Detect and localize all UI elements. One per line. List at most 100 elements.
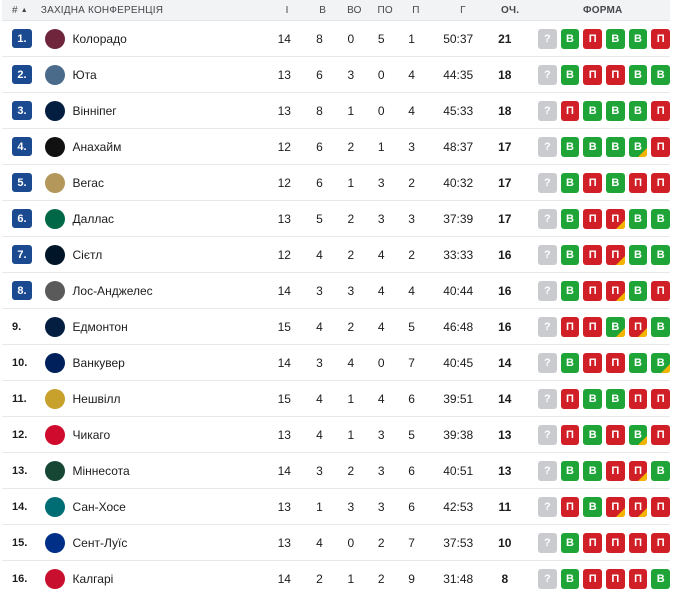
win-result-badge[interactable]: В bbox=[651, 64, 671, 85]
loss-result-badge[interactable]: П bbox=[606, 64, 625, 85]
loss-result-badge[interactable]: П bbox=[606, 208, 625, 229]
loss-result-badge[interactable]: П bbox=[606, 280, 625, 301]
win-result-badge[interactable]: В bbox=[628, 208, 648, 229]
win-result-badge[interactable]: В bbox=[628, 352, 648, 373]
win-result-badge[interactable]: В bbox=[628, 244, 648, 265]
team-name-link[interactable]: Міннесота bbox=[72, 463, 130, 478]
upcoming-match-badge[interactable]: ? bbox=[538, 100, 557, 121]
loss-result-badge[interactable]: П bbox=[583, 244, 603, 265]
team-name-link[interactable]: Лос-Анджелес bbox=[72, 283, 153, 298]
win-result-badge[interactable]: В bbox=[606, 172, 625, 193]
win-result-badge[interactable]: В bbox=[560, 352, 580, 373]
upcoming-match-badge[interactable]: ? bbox=[538, 460, 557, 481]
team-name-link[interactable]: Сан-Хосе bbox=[72, 499, 126, 514]
win-result-badge[interactable]: В bbox=[606, 28, 625, 49]
table-row[interactable]: 5. Вегас 12 6 1 3 2 40:32 17? В П В П П bbox=[2, 165, 671, 201]
win-result-badge[interactable]: В bbox=[651, 569, 671, 589]
loss-result-badge[interactable]: П bbox=[651, 532, 671, 553]
upcoming-match-badge[interactable]: ? bbox=[538, 532, 557, 553]
games-played-header[interactable]: І bbox=[285, 4, 289, 16]
loss-result-badge[interactable]: П bbox=[606, 532, 625, 553]
win-result-badge[interactable]: В bbox=[560, 172, 580, 193]
table-row[interactable]: 2. Юта 13 6 3 0 4 44:35 18? В П П В В bbox=[2, 57, 671, 93]
team-name-link[interactable]: Сент-Луїс bbox=[72, 535, 128, 550]
upcoming-match-badge[interactable]: ? bbox=[538, 496, 557, 517]
loss-result-badge[interactable]: П bbox=[583, 532, 603, 553]
table-row[interactable]: 16. Калгарі 14 2 1 2 9 31:48 8? В П П П В bbox=[2, 561, 671, 597]
win-result-badge[interactable]: В bbox=[583, 136, 603, 157]
loss-result-badge[interactable]: П bbox=[628, 532, 648, 553]
loss-result-badge[interactable]: П bbox=[606, 244, 625, 265]
win-result-badge[interactable]: В bbox=[560, 569, 580, 589]
table-row[interactable]: 10. Ванкувер 14 3 4 0 7 40:45 14? В П П В В bbox=[2, 345, 671, 381]
team-name-link[interactable]: Ванкувер bbox=[72, 355, 125, 370]
win-result-badge[interactable]: В bbox=[583, 388, 603, 409]
upcoming-match-badge[interactable]: ? bbox=[538, 424, 557, 445]
loss-result-badge[interactable]: П bbox=[651, 100, 671, 121]
upcoming-match-badge[interactable]: ? bbox=[538, 64, 557, 85]
points-header[interactable]: Оч. bbox=[500, 4, 520, 16]
loss-result-badge[interactable]: П bbox=[606, 569, 625, 589]
wins-header[interactable]: В bbox=[319, 4, 327, 16]
table-row[interactable]: 14. Сан-Хосе 13 1 3 3 6 42:53 11? П В П П П bbox=[2, 489, 671, 525]
upcoming-match-badge[interactable]: ? bbox=[538, 388, 557, 409]
upcoming-match-badge[interactable]: ? bbox=[538, 280, 557, 301]
loss-result-badge[interactable]: П bbox=[651, 388, 671, 409]
table-row[interactable]: 1. Колорадо 14 8 0 5 1 50:37 21? В П В В П bbox=[2, 21, 671, 57]
win-result-badge[interactable]: В bbox=[560, 460, 580, 481]
team-name-link[interactable]: Юта bbox=[72, 67, 97, 82]
team-cell[interactable]: Колорадо bbox=[41, 28, 258, 49]
win-result-badge[interactable]: В bbox=[606, 316, 625, 337]
win-result-badge[interactable]: В bbox=[628, 64, 648, 85]
overtime-wins-header[interactable]: ВО bbox=[347, 4, 362, 16]
upcoming-match-badge[interactable]: ? bbox=[538, 208, 557, 229]
loss-result-badge[interactable]: П bbox=[583, 316, 603, 337]
win-result-badge[interactable]: В bbox=[583, 100, 603, 121]
table-row[interactable]: 8. Лос-Анджелес 14 3 3 4 4 40:44 16? В П П В П bbox=[2, 273, 671, 309]
team-name-link[interactable]: Сієтл bbox=[72, 247, 103, 262]
upcoming-match-badge[interactable]: ? bbox=[538, 316, 557, 337]
win-result-badge[interactable]: В bbox=[651, 208, 671, 229]
table-row[interactable]: 15. Сент-Луїс 13 4 0 2 7 37:53 10? В П П П П bbox=[2, 525, 671, 561]
loss-result-badge[interactable]: П bbox=[560, 424, 580, 445]
loss-result-badge[interactable]: П bbox=[583, 208, 603, 229]
win-result-badge[interactable]: В bbox=[606, 100, 625, 121]
table-row[interactable]: 6. Даллас 13 5 2 3 3 37:39 17? В П П В В bbox=[2, 201, 671, 237]
win-result-badge[interactable]: В bbox=[628, 100, 648, 121]
team-cell[interactable]: Вінніпег bbox=[41, 100, 258, 121]
loss-result-badge[interactable]: П bbox=[606, 352, 625, 373]
team-cell[interactable]: Нешвілл bbox=[41, 388, 258, 409]
win-result-badge[interactable]: В bbox=[651, 352, 671, 373]
win-result-badge[interactable]: В bbox=[651, 316, 671, 337]
team-name-link[interactable]: Калгарі bbox=[72, 572, 114, 586]
loss-result-badge[interactable]: П bbox=[651, 28, 671, 49]
loss-result-badge[interactable]: П bbox=[606, 496, 625, 517]
team-cell[interactable]: Едмонтон bbox=[41, 316, 258, 337]
upcoming-match-badge[interactable]: ? bbox=[538, 569, 557, 589]
team-cell[interactable]: Анахайм bbox=[41, 136, 258, 157]
table-row[interactable]: 7. Сієтл 12 4 2 4 2 33:33 16? В П П В В bbox=[2, 237, 671, 273]
win-result-badge[interactable]: В bbox=[628, 280, 648, 301]
loss-result-badge[interactable]: П bbox=[628, 172, 648, 193]
sort-by-rank-header[interactable]: # ▲ bbox=[2, 5, 41, 16]
loss-result-badge[interactable]: П bbox=[628, 460, 648, 481]
team-name-link[interactable]: Нешвілл bbox=[72, 391, 121, 406]
upcoming-match-badge[interactable]: ? bbox=[538, 352, 557, 373]
win-result-badge[interactable]: В bbox=[606, 136, 625, 157]
loss-result-badge[interactable]: П bbox=[560, 316, 580, 337]
win-result-badge[interactable]: В bbox=[560, 136, 580, 157]
team-name-link[interactable]: Даллас bbox=[72, 211, 114, 226]
loss-result-badge[interactable]: П bbox=[651, 136, 671, 157]
table-row[interactable]: 12. Чикаго 13 4 1 3 5 39:38 13? П В П В П bbox=[2, 417, 671, 453]
team-cell[interactable]: Лос-Анджелес bbox=[41, 280, 258, 301]
team-cell[interactable]: Міннесота bbox=[41, 460, 258, 481]
team-cell[interactable]: Вегас bbox=[41, 172, 258, 193]
team-cell[interactable]: Чикаго bbox=[41, 424, 258, 445]
losses-header[interactable]: П bbox=[412, 4, 420, 16]
win-result-badge[interactable]: В bbox=[606, 388, 625, 409]
team-cell[interactable]: Ванкувер bbox=[41, 352, 258, 373]
team-name-link[interactable]: Чикаго bbox=[72, 427, 111, 442]
team-name-link[interactable]: Вегас bbox=[72, 175, 104, 190]
loss-result-badge[interactable]: П bbox=[583, 280, 603, 301]
win-result-badge[interactable]: В bbox=[583, 460, 603, 481]
